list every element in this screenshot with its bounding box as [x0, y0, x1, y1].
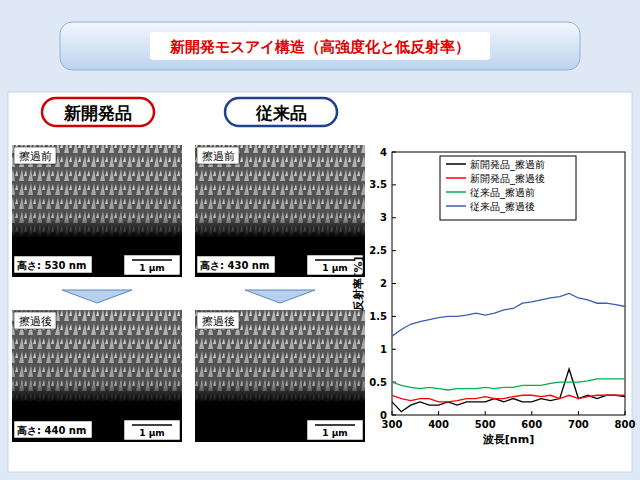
plot-frame [392, 152, 625, 415]
sem-image [12, 310, 182, 442]
x-tick [392, 411, 393, 415]
y-tick-label: 1 [380, 344, 387, 355]
height-box [14, 256, 92, 273]
y-tick-label: 1.5 [369, 311, 387, 322]
legend-label: 新開発品_擦過前 [470, 159, 545, 171]
y-tick [392, 250, 396, 251]
y-tick-label: 2.5 [369, 245, 387, 256]
x-tick [531, 411, 532, 415]
legend-swatch [446, 163, 466, 165]
y-tick-label: 4 [380, 147, 387, 158]
scale-label: 1 µm [139, 263, 164, 273]
x-tick [438, 411, 439, 415]
height-label: 高さ: 530 nm [17, 260, 86, 271]
sem-image [195, 145, 365, 277]
scale-box [307, 420, 363, 440]
y-tick-label: 3 [380, 212, 387, 223]
title: 新開発モスアイ構造（高強度化と低反射率） [169, 38, 470, 56]
banner-box [150, 32, 490, 60]
legend-swatch [446, 191, 466, 193]
scale-bar [315, 259, 355, 261]
page: 新開発モスアイ構造（高強度化と低反射率） 新開発品擦過前高さ: 530 nm 1 µ… [0, 0, 640, 480]
y-tick-label: 0 [380, 410, 387, 421]
state-box [14, 312, 56, 329]
series-line [392, 395, 625, 402]
sem-shade [195, 145, 365, 277]
y-tick [392, 349, 396, 350]
x-tick-label: 500 [475, 419, 496, 430]
x-tick-label: 600 [521, 419, 542, 430]
y-tick [392, 415, 396, 416]
scale-label: 1 µm [322, 263, 347, 273]
state-box [14, 147, 56, 164]
sem-shade [195, 310, 365, 442]
legend-box [440, 156, 576, 220]
panel-label: 新開発品 [63, 103, 132, 123]
scale-box [124, 255, 180, 275]
panel-label-box [42, 98, 154, 126]
legend-swatch [446, 177, 466, 179]
lines [392, 293, 625, 411]
height-box [197, 256, 275, 273]
y-tick-label: 3.5 [369, 179, 387, 190]
legend-swatch [446, 205, 466, 207]
arrow [245, 290, 315, 303]
scale-box [124, 420, 180, 440]
series-line [392, 293, 625, 336]
height-label: 高さ: 440 nm [17, 425, 86, 436]
sem-shade [12, 310, 182, 442]
panel-label: 従来品 [255, 103, 307, 123]
state-label: 擦過後 [19, 315, 52, 328]
legend-label: 新開発品_擦過後 [470, 173, 545, 185]
sem-image [195, 310, 365, 442]
sem-image [12, 145, 182, 277]
scale-bar [315, 424, 355, 426]
sem-shade [12, 145, 182, 277]
state-label: 擦過前 [202, 150, 235, 163]
x-tick-label: 700 [568, 419, 589, 430]
state-box [197, 147, 239, 164]
state-label: 擦過後 [202, 315, 235, 328]
y-tick-label: 0.5 [369, 377, 387, 388]
y-tick [392, 283, 396, 284]
y-axis-label: 反射率[%] [352, 256, 365, 311]
banner [60, 22, 580, 70]
scale-bar [132, 259, 172, 261]
state-box [197, 312, 239, 329]
height-label: 高さ: 430 nm [200, 260, 269, 271]
background [0, 0, 640, 480]
y-tick [392, 217, 396, 218]
y-tick [392, 152, 396, 153]
scale-label: 1 µm [322, 428, 347, 438]
series-line [392, 379, 625, 390]
height-box [14, 421, 92, 438]
x-tick [578, 411, 579, 415]
main-panel [8, 92, 632, 472]
arrow [62, 290, 132, 303]
legend-label: 従来品_擦過前 [470, 187, 535, 199]
series-line [392, 369, 625, 412]
legend-label: 従来品_擦過後 [470, 201, 535, 213]
x-tick-label: 400 [428, 419, 449, 430]
panel-label-box [225, 98, 337, 126]
x-tick [485, 411, 486, 415]
x-tick [625, 411, 626, 415]
scale-bar [132, 424, 172, 426]
y-tick [392, 184, 396, 185]
chart: 300 400 500 600 700 800 0 0.5 1 1.5 2 2.5 3 3.5 4 波長[nm… [352, 147, 635, 447]
y-tick [392, 316, 396, 317]
state-label: 擦過前 [19, 150, 52, 163]
scale-label: 1 µm [139, 428, 164, 438]
y-tick-label: 2 [380, 278, 387, 289]
x-tick-label: 800 [615, 419, 636, 430]
x-axis-label: 波長[nm] [482, 433, 534, 446]
x-tick-label: 300 [382, 419, 403, 430]
